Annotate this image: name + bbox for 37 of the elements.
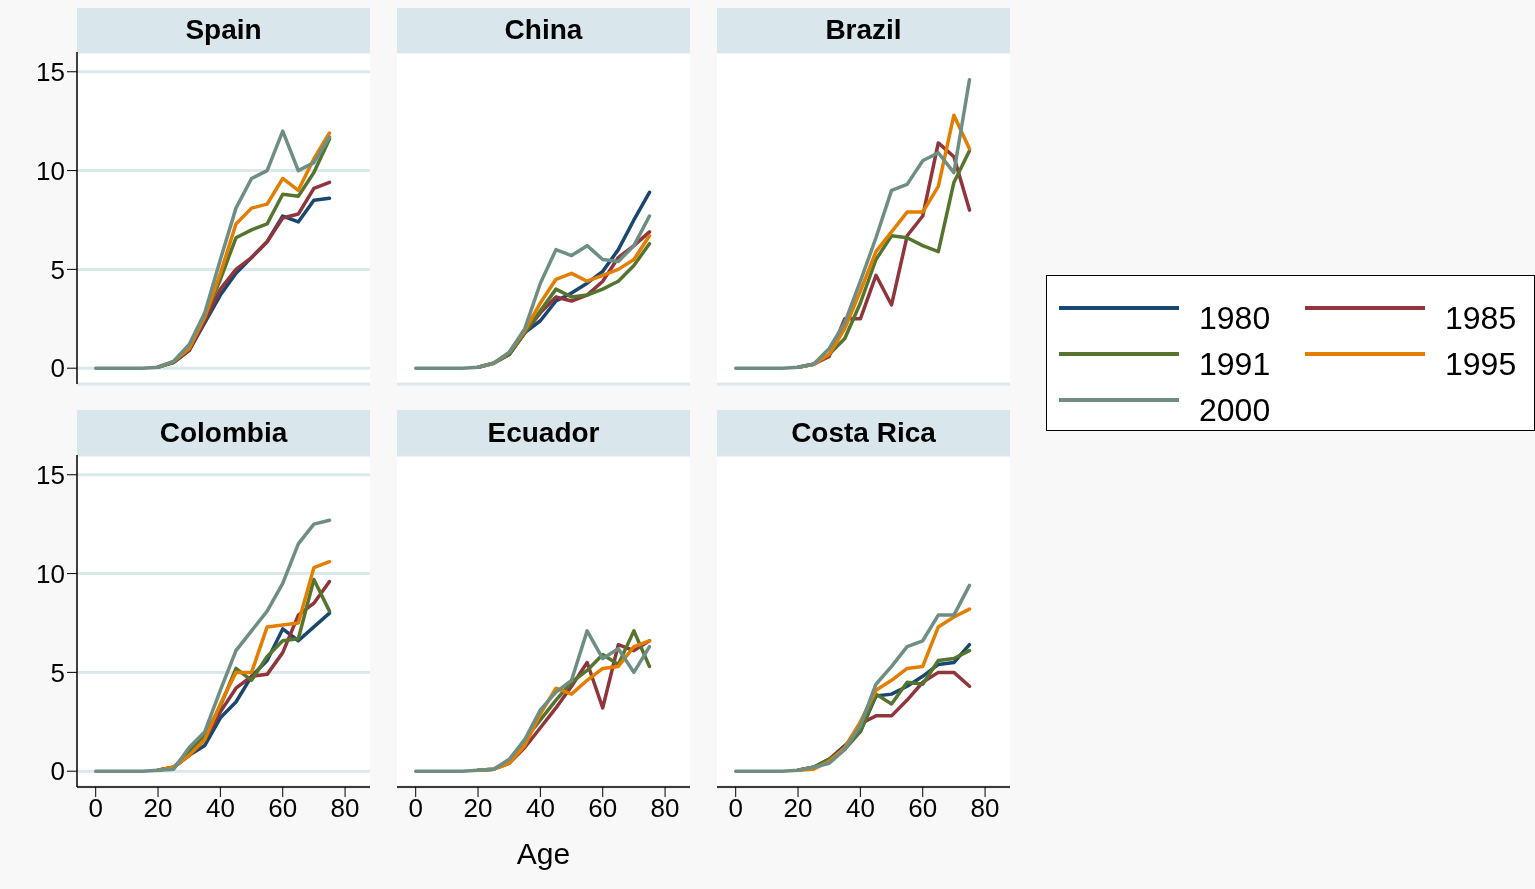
legend-label: 1985	[1445, 299, 1517, 337]
x-tick-label: 20	[783, 793, 813, 824]
chart-title: Colombia	[77, 410, 370, 455]
x-tick-label: 80	[650, 793, 680, 824]
x-tick-label: 0	[408, 793, 423, 824]
y-tick-label: 15	[36, 459, 65, 490]
x-tick-label: 0	[728, 793, 743, 824]
y-tick-label: 10	[36, 155, 65, 186]
legend-label: 2000	[1199, 391, 1271, 429]
x-tick-label: 80	[330, 793, 360, 824]
line-series	[93, 129, 332, 370]
y-tick-label: 5	[50, 254, 65, 285]
x-tick-label: 20	[463, 793, 493, 824]
x-tick-label: 60	[908, 793, 938, 824]
y-tick-label: 5	[50, 657, 65, 688]
x-axis-title: Age	[515, 837, 572, 871]
x-tick-label: 40	[845, 793, 875, 824]
x-tick-label: 40	[205, 793, 235, 824]
chart-title: Spain	[77, 8, 370, 52]
x-tick-label: 20	[143, 793, 173, 824]
x-tick-label: 80	[970, 793, 1000, 824]
x-tick-label: 60	[268, 793, 298, 824]
legend-label: 1995	[1445, 345, 1517, 383]
legend-label: 1980	[1199, 299, 1271, 337]
x-tick-label: 60	[588, 793, 618, 824]
y-tick-label: 0	[50, 353, 65, 384]
y-tick-label: 15	[36, 56, 65, 87]
chart-title: Costa Rica	[717, 410, 1010, 455]
chart-title: Brazil	[717, 8, 1010, 52]
legend-label: 1991	[1199, 345, 1271, 383]
chart-title: China	[397, 8, 690, 52]
y-tick-label: 10	[36, 558, 65, 589]
line-series	[93, 518, 332, 773]
chart-title: Ecuador	[397, 410, 690, 455]
x-tick-label: 0	[88, 793, 103, 824]
x-tick-label: 40	[525, 793, 555, 824]
y-tick-label: 0	[50, 756, 65, 787]
